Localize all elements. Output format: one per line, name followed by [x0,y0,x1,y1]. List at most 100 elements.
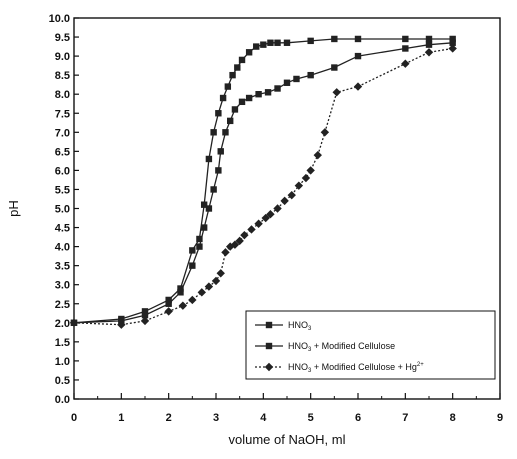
data-point [425,35,433,43]
data-point [353,82,363,91]
data-point [211,276,221,286]
legend-script: 2+ [417,362,424,368]
data-point [449,35,456,43]
legend-label: HNO3 + Modified Cellulose [288,341,395,353]
data-point [177,289,184,296]
y-tick-label: 8.5 [55,70,70,82]
y-tick-label: 8.0 [55,89,70,101]
data-point [354,35,362,43]
data-point [69,318,79,327]
legend-text-part: HNO [288,320,308,330]
data-point [222,129,229,136]
legend-label: HNO3 [288,320,312,332]
series-3 [69,44,457,329]
data-point [264,89,272,96]
series-line [73,38,453,324]
data-point [210,129,217,136]
data-point [189,247,196,254]
series-group [69,35,457,329]
data-point [196,235,203,243]
data-point [238,98,246,106]
data-point [332,88,341,97]
data-point [188,295,197,305]
y-tick-label: 7.0 [55,127,70,139]
data-point [245,49,253,56]
data-point [216,269,225,278]
data-point [200,201,208,208]
y-tick-label: 6.0 [55,165,70,177]
data-point [204,282,214,291]
legend-script: 3 [308,368,312,374]
data-point [306,166,315,175]
y-tick-label: 5.0 [55,204,70,216]
data-point [254,219,263,228]
y-tick-label: 5.5 [55,184,70,196]
legend-entry: HNO3 + Modified Cellulose + Hg2+ [255,362,424,374]
legend-text-part: HNO [288,362,308,372]
data-point [354,52,362,60]
legend-text-part: HNO [288,341,308,351]
data-point [197,288,206,297]
y-tick-label: 3.0 [55,280,70,292]
data-point [229,71,236,79]
data-point [283,39,291,46]
x-tick-label: 5 [308,412,314,424]
data-point [230,240,240,249]
data-point [307,71,314,79]
y-tick-label: 4.5 [55,223,70,235]
y-tick-label: 0.5 [55,375,70,387]
data-point [401,59,410,68]
y-tick-label: 7.5 [55,108,70,120]
data-point [273,204,282,213]
data-point [219,94,227,102]
data-point [301,173,311,183]
data-point [224,83,232,90]
data-point [261,213,270,223]
data-point [141,308,149,315]
x-tick-label: 4 [260,412,267,424]
data-point [141,311,149,319]
data-point [280,196,289,206]
data-point [215,167,222,174]
x-tick-label: 3 [213,412,219,424]
data-point [331,35,338,43]
y-tick-label: 6.5 [55,146,70,158]
y-tick-label: 1.0 [55,356,70,368]
data-point [402,45,409,52]
x-tick-label: 9 [497,412,503,424]
data-point [274,85,281,92]
y-tick-label: 2.5 [55,299,70,311]
data-point [215,110,222,117]
x-tick-label: 2 [166,412,172,424]
y-tick-label: 1.5 [55,337,70,349]
data-point [117,320,126,329]
series-line [73,47,453,326]
data-point [205,155,213,163]
y-tick-label: 9.5 [55,32,70,44]
data-point [425,41,433,48]
data-point [266,210,275,219]
data-point [221,248,230,257]
data-point [449,39,456,46]
data-point [217,148,224,155]
x-axis-title: volume of NaOH, ml [228,432,345,447]
y-tick-label: 4.0 [55,242,70,254]
data-point [240,230,249,240]
legend-label: HNO3 + Modified Cellulose + Hg2+ [288,362,424,374]
data-point [255,91,262,98]
data-point [210,186,217,193]
series-2 [70,39,456,326]
legend-marker [264,362,274,372]
data-point [200,224,208,231]
data-point [448,44,457,53]
data-point [235,236,244,246]
data-point [196,243,203,250]
data-point [140,316,150,326]
series-1 [70,35,456,326]
data-point [253,43,260,50]
legend-entry: HNO3 [255,320,312,332]
legend-script: 3 [308,347,312,353]
legend-text-part: + Modified Cellulose [311,341,395,351]
